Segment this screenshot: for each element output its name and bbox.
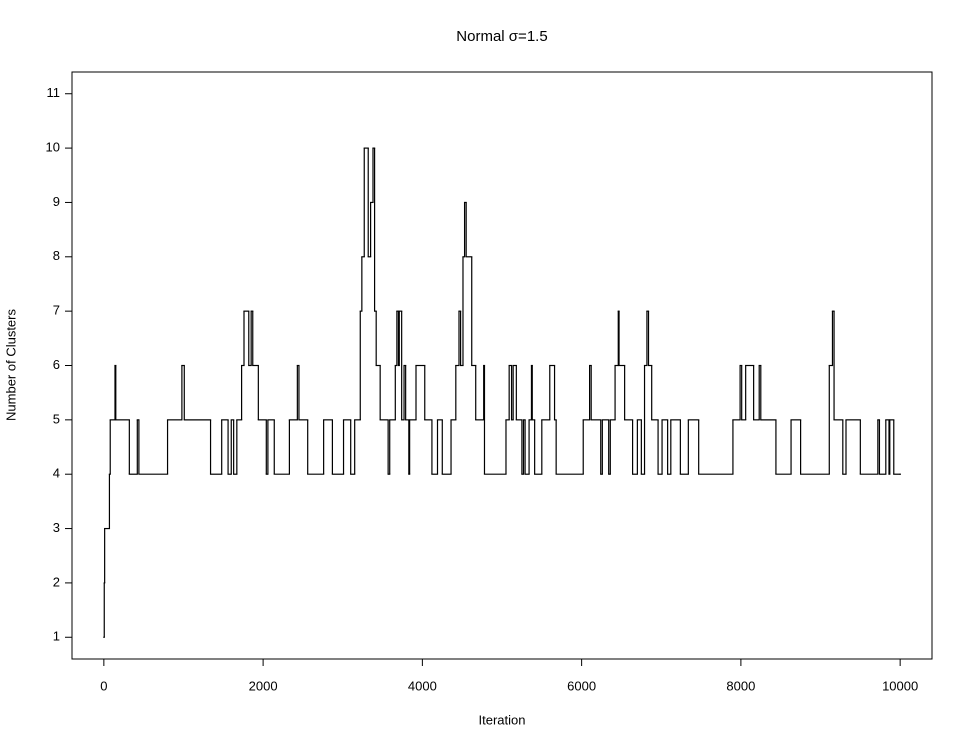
y-tick-label: 9 bbox=[53, 194, 60, 209]
y-tick-label: 2 bbox=[53, 574, 60, 589]
y-tick-label: 8 bbox=[53, 248, 60, 263]
y-tick-label: 1 bbox=[53, 629, 60, 644]
y-tick-label: 6 bbox=[53, 357, 60, 372]
x-tick-label: 2000 bbox=[249, 678, 278, 693]
y-tick-label: 11 bbox=[47, 85, 61, 100]
plot-frame bbox=[71, 71, 933, 660]
y-tick-label: 7 bbox=[53, 303, 60, 318]
y-axis-label: Number of Clusters bbox=[3, 309, 18, 421]
x-tick-label: 10000 bbox=[882, 678, 918, 693]
y-tick-label: 5 bbox=[53, 411, 60, 426]
x-tick-label: 4000 bbox=[408, 678, 437, 693]
y-tick-label: 10 bbox=[46, 140, 60, 155]
chart-title: Normal σ=1.5 bbox=[456, 28, 547, 45]
y-tick-label: 4 bbox=[53, 466, 60, 481]
x-axis-label: Iteration bbox=[479, 712, 526, 727]
x-tick-label: 8000 bbox=[726, 678, 755, 693]
x-tick-label: 6000 bbox=[567, 678, 596, 693]
y-tick-label: 3 bbox=[53, 520, 60, 535]
x-tick-label: 0 bbox=[100, 678, 107, 693]
